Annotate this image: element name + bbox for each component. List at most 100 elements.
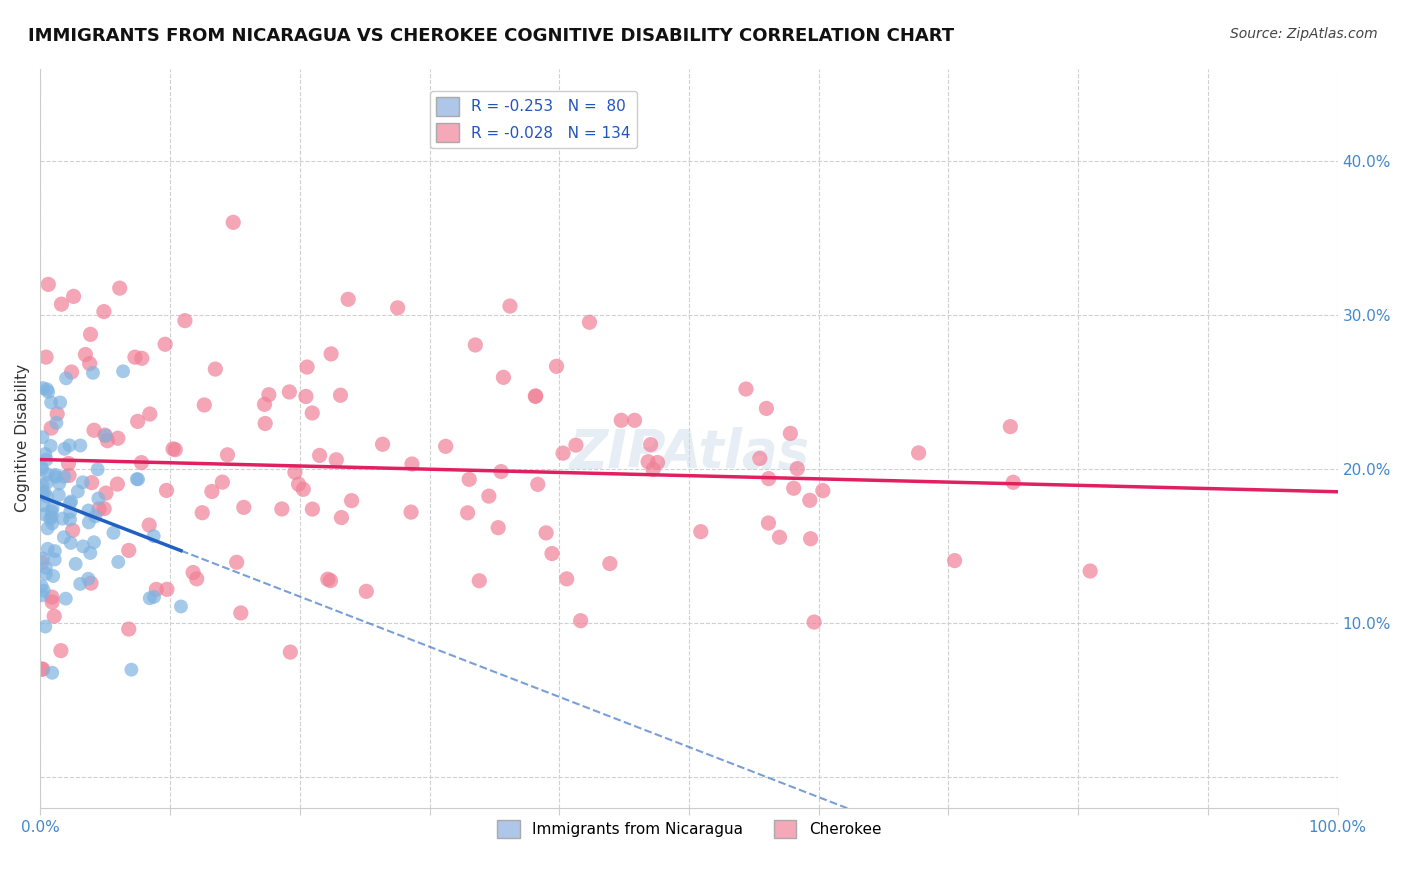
Cherokee bbox=[93, 501, 115, 516]
Cherokee bbox=[546, 359, 568, 374]
Cherokee bbox=[93, 304, 115, 318]
Cherokee bbox=[637, 455, 659, 469]
Cherokee bbox=[31, 556, 53, 570]
Cherokee bbox=[37, 277, 59, 292]
Immigrants from Nicaragua bbox=[34, 508, 56, 522]
Immigrants from Nicaragua bbox=[32, 583, 55, 598]
Cherokee bbox=[457, 506, 479, 520]
Immigrants from Nicaragua bbox=[45, 416, 67, 430]
Cherokee bbox=[295, 389, 318, 403]
Cherokee bbox=[526, 477, 548, 491]
Cherokee bbox=[94, 428, 117, 442]
Immigrants from Nicaragua bbox=[120, 663, 142, 677]
Cherokee bbox=[330, 510, 353, 524]
Immigrants from Nicaragua bbox=[53, 469, 76, 483]
Cherokee bbox=[41, 590, 63, 604]
Cherokee bbox=[270, 502, 292, 516]
Cherokee bbox=[229, 606, 252, 620]
Cherokee bbox=[292, 483, 315, 497]
Immigrants from Nicaragua bbox=[55, 591, 77, 606]
Immigrants from Nicaragua bbox=[72, 540, 94, 554]
Cherokee bbox=[217, 448, 239, 462]
Immigrants from Nicaragua bbox=[107, 555, 129, 569]
Immigrants from Nicaragua bbox=[59, 512, 82, 526]
Cherokee bbox=[610, 413, 633, 427]
Cherokee bbox=[138, 518, 160, 533]
Cherokee bbox=[118, 543, 141, 558]
Cherokee bbox=[49, 643, 72, 657]
Immigrants from Nicaragua bbox=[39, 395, 62, 409]
Immigrants from Nicaragua bbox=[60, 494, 83, 508]
Cherokee bbox=[284, 465, 307, 479]
Immigrants from Nicaragua bbox=[35, 566, 58, 581]
Cherokee bbox=[41, 595, 63, 609]
Cherokee bbox=[139, 407, 162, 421]
Immigrants from Nicaragua bbox=[84, 509, 107, 524]
Immigrants from Nicaragua bbox=[37, 521, 59, 535]
Cherokee bbox=[108, 281, 131, 295]
Immigrants from Nicaragua bbox=[142, 529, 165, 543]
Immigrants from Nicaragua bbox=[35, 490, 58, 504]
Cherokee bbox=[1002, 475, 1025, 490]
Immigrants from Nicaragua bbox=[35, 382, 58, 396]
Cherokee bbox=[786, 461, 808, 475]
Cherokee bbox=[768, 530, 790, 544]
Cherokee bbox=[689, 524, 711, 539]
Immigrants from Nicaragua bbox=[127, 472, 149, 486]
Immigrants from Nicaragua bbox=[112, 364, 135, 378]
Immigrants from Nicaragua bbox=[170, 599, 193, 614]
Immigrants from Nicaragua bbox=[77, 572, 100, 586]
Cherokee bbox=[783, 481, 806, 495]
Cherokee bbox=[799, 493, 821, 508]
Immigrants from Nicaragua bbox=[65, 557, 87, 571]
Cherokee bbox=[803, 615, 825, 629]
Immigrants from Nicaragua bbox=[41, 504, 63, 518]
Immigrants from Nicaragua bbox=[72, 475, 94, 490]
Cherokee bbox=[181, 566, 204, 580]
Cherokee bbox=[204, 362, 226, 376]
Cherokee bbox=[478, 489, 501, 503]
Cherokee bbox=[80, 475, 103, 490]
Cherokee bbox=[191, 506, 214, 520]
Y-axis label: Cognitive Disability: Cognitive Disability bbox=[15, 364, 30, 512]
Cherokee bbox=[107, 431, 129, 445]
Immigrants from Nicaragua bbox=[143, 590, 166, 604]
Cherokee bbox=[278, 645, 301, 659]
Cherokee bbox=[254, 417, 277, 431]
Immigrants from Nicaragua bbox=[79, 546, 101, 560]
Immigrants from Nicaragua bbox=[103, 525, 125, 540]
Immigrants from Nicaragua bbox=[138, 591, 160, 606]
Cherokee bbox=[162, 442, 184, 456]
Immigrants from Nicaragua bbox=[32, 551, 55, 566]
Immigrants from Nicaragua bbox=[31, 487, 53, 501]
Immigrants from Nicaragua bbox=[125, 472, 148, 486]
Cherokee bbox=[124, 350, 146, 364]
Cherokee bbox=[62, 289, 84, 303]
Immigrants from Nicaragua bbox=[34, 447, 56, 461]
Cherokee bbox=[811, 483, 834, 498]
Immigrants from Nicaragua bbox=[59, 505, 82, 519]
Cherokee bbox=[193, 398, 215, 412]
Cherokee bbox=[401, 457, 423, 471]
Cherokee bbox=[499, 299, 522, 313]
Immigrants from Nicaragua bbox=[35, 475, 58, 490]
Cherokee bbox=[80, 576, 103, 591]
Immigrants from Nicaragua bbox=[69, 577, 91, 591]
Cherokee bbox=[468, 574, 491, 588]
Cherokee bbox=[31, 662, 53, 676]
Cherokee bbox=[62, 524, 84, 538]
Cherokee bbox=[46, 407, 69, 421]
Cherokee bbox=[640, 437, 662, 451]
Immigrants from Nicaragua bbox=[82, 366, 104, 380]
Cherokee bbox=[253, 397, 276, 411]
Cherokee bbox=[225, 555, 247, 569]
Cherokee bbox=[800, 532, 823, 546]
Immigrants from Nicaragua bbox=[39, 439, 62, 453]
Cherokee bbox=[31, 484, 53, 499]
Cherokee bbox=[301, 406, 323, 420]
Cherokee bbox=[155, 483, 177, 498]
Cherokee bbox=[329, 388, 352, 402]
Cherokee bbox=[551, 446, 574, 460]
Immigrants from Nicaragua bbox=[35, 561, 58, 575]
Immigrants from Nicaragua bbox=[52, 511, 75, 525]
